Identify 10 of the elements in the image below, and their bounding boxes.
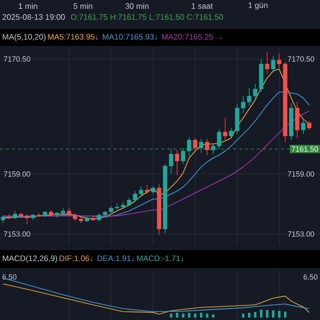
candlestick — [192, 138, 198, 152]
candlestick — [271, 56, 276, 72]
candlestick — [223, 118, 228, 140]
candlestick — [301, 120, 306, 134]
candlestick — [265, 52, 270, 74]
candlestick — [205, 138, 210, 156]
candlestick — [295, 102, 300, 138]
candlestick — [6, 214, 12, 220]
candlestick — [199, 138, 204, 154]
candlestick — [174, 150, 180, 176]
